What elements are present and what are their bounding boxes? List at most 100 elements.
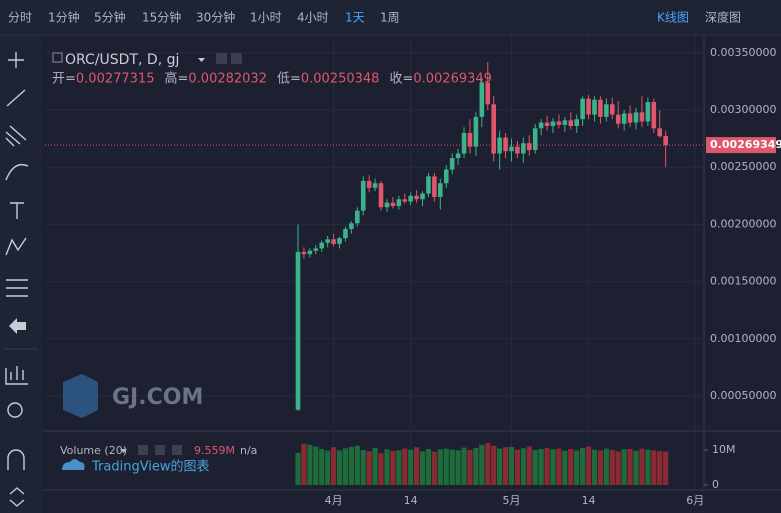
timeframe-button[interactable]: 1小时 [250, 11, 282, 25]
view-button[interactable]: K线图 [657, 11, 689, 25]
volume-bar [479, 444, 485, 485]
volume-bar [633, 450, 639, 485]
volume-bar [372, 447, 378, 485]
crosshair-tool[interactable] [8, 52, 24, 68]
volume-bar [366, 451, 372, 485]
drawing-tools[interactable] [4, 52, 38, 507]
y-tick-label: 0.00200000 [710, 217, 776, 230]
text-tool[interactable] [10, 202, 24, 219]
candle-body [604, 104, 609, 117]
candle-body [295, 251, 301, 410]
ohlc-value: 0.00250348 [301, 72, 380, 87]
timeframe-button[interactable]: 30分钟 [196, 10, 235, 25]
x-tick-label: 5月 [502, 494, 520, 507]
candle-body [443, 169, 449, 184]
tradingview-logo [62, 459, 85, 470]
ohlc-label: 低= [277, 72, 301, 87]
volume-dropdown[interactable] [120, 449, 127, 453]
candle-body [609, 104, 615, 115]
candle-body [301, 251, 307, 255]
timeframe-button[interactable]: 15分钟 [142, 10, 181, 25]
dropdown-arrow[interactable] [198, 58, 205, 62]
volume-bar [431, 451, 437, 485]
volume-bar [342, 448, 349, 485]
watermark-logo [63, 374, 98, 418]
candle-body [586, 98, 591, 115]
timeframe-button[interactable]: 1天 [345, 11, 365, 25]
volume-bar [485, 443, 491, 485]
volume-bar [301, 443, 307, 485]
candle-body [325, 239, 330, 243]
volume-bar [354, 445, 360, 485]
zoom-tool[interactable] [7, 402, 23, 418]
candle-body [592, 99, 597, 115]
plot [45, 36, 704, 490]
timeframe-button[interactable]: 5分钟 [94, 10, 126, 25]
brush-tool[interactable] [5, 163, 29, 181]
prediction-tool[interactable] [6, 279, 28, 297]
volume-name: Volume (20) [60, 444, 127, 457]
candle-body [307, 250, 313, 255]
volume-bar [526, 446, 532, 485]
timeframe-button[interactable]: 1周 [380, 11, 400, 25]
candle-body [479, 82, 485, 117]
collapse-button[interactable] [52, 52, 63, 63]
volume-bar [491, 445, 497, 485]
candle-body [355, 210, 360, 224]
volume-bar [502, 447, 509, 485]
volume-bar [390, 450, 396, 485]
timeframe-button[interactable]: 分时 [8, 11, 32, 25]
candle-body [390, 202, 396, 207]
ohlc-value: 0.00269349 [413, 72, 492, 87]
candle-body [538, 122, 544, 129]
branding[interactable]: TradingView的图表 [91, 459, 210, 475]
back-tool[interactable] [9, 318, 26, 334]
volume-bar [319, 448, 325, 485]
y-tick-label: 0.00250000 [710, 160, 776, 173]
y-tick-label: 0.00350000 [710, 46, 776, 59]
candle-body [550, 121, 556, 127]
volume-hide[interactable] [155, 445, 165, 455]
candle-body [526, 143, 532, 151]
volume-bar [497, 448, 503, 485]
timeframe-button[interactable]: 1分钟 [48, 10, 80, 25]
volume-bar [621, 449, 627, 485]
candle-body [556, 121, 562, 125]
candle-body [515, 146, 520, 154]
volume-bar [532, 450, 538, 485]
candle-body [378, 183, 384, 208]
candle-body [432, 176, 437, 197]
volume-bar [419, 451, 426, 485]
volume-close[interactable] [172, 445, 182, 455]
volume-bar [325, 450, 331, 485]
candle-body [337, 238, 342, 244]
view-button[interactable]: 深度图 [705, 10, 741, 25]
volume-bar [562, 450, 568, 485]
timeframe-button[interactable]: 4小时 [297, 11, 329, 25]
candle-body [420, 193, 425, 200]
measure-tool[interactable] [5, 366, 28, 385]
volume-settings[interactable] [138, 445, 148, 455]
candle-body [657, 128, 663, 137]
volume-bar [627, 448, 633, 485]
candle-body [503, 137, 508, 152]
volume-tick-label: 10M [712, 443, 736, 456]
pattern-tool[interactable] [5, 237, 27, 256]
settings-button[interactable] [216, 53, 227, 64]
volume-bar [585, 446, 592, 485]
candle-body [408, 195, 413, 202]
candle-body [497, 137, 502, 154]
volume-bar [295, 452, 301, 485]
last-price-tag [706, 137, 776, 154]
volume-bar [360, 450, 366, 485]
hide-button[interactable] [231, 53, 242, 64]
fib-tool[interactable] [5, 125, 27, 147]
candle-body [627, 113, 633, 123]
magnet-tool[interactable] [7, 449, 25, 470]
volume-bar [473, 447, 479, 485]
lock-tool[interactable] [9, 487, 25, 507]
candle-body [473, 116, 479, 147]
trendline-tool[interactable] [6, 89, 26, 107]
